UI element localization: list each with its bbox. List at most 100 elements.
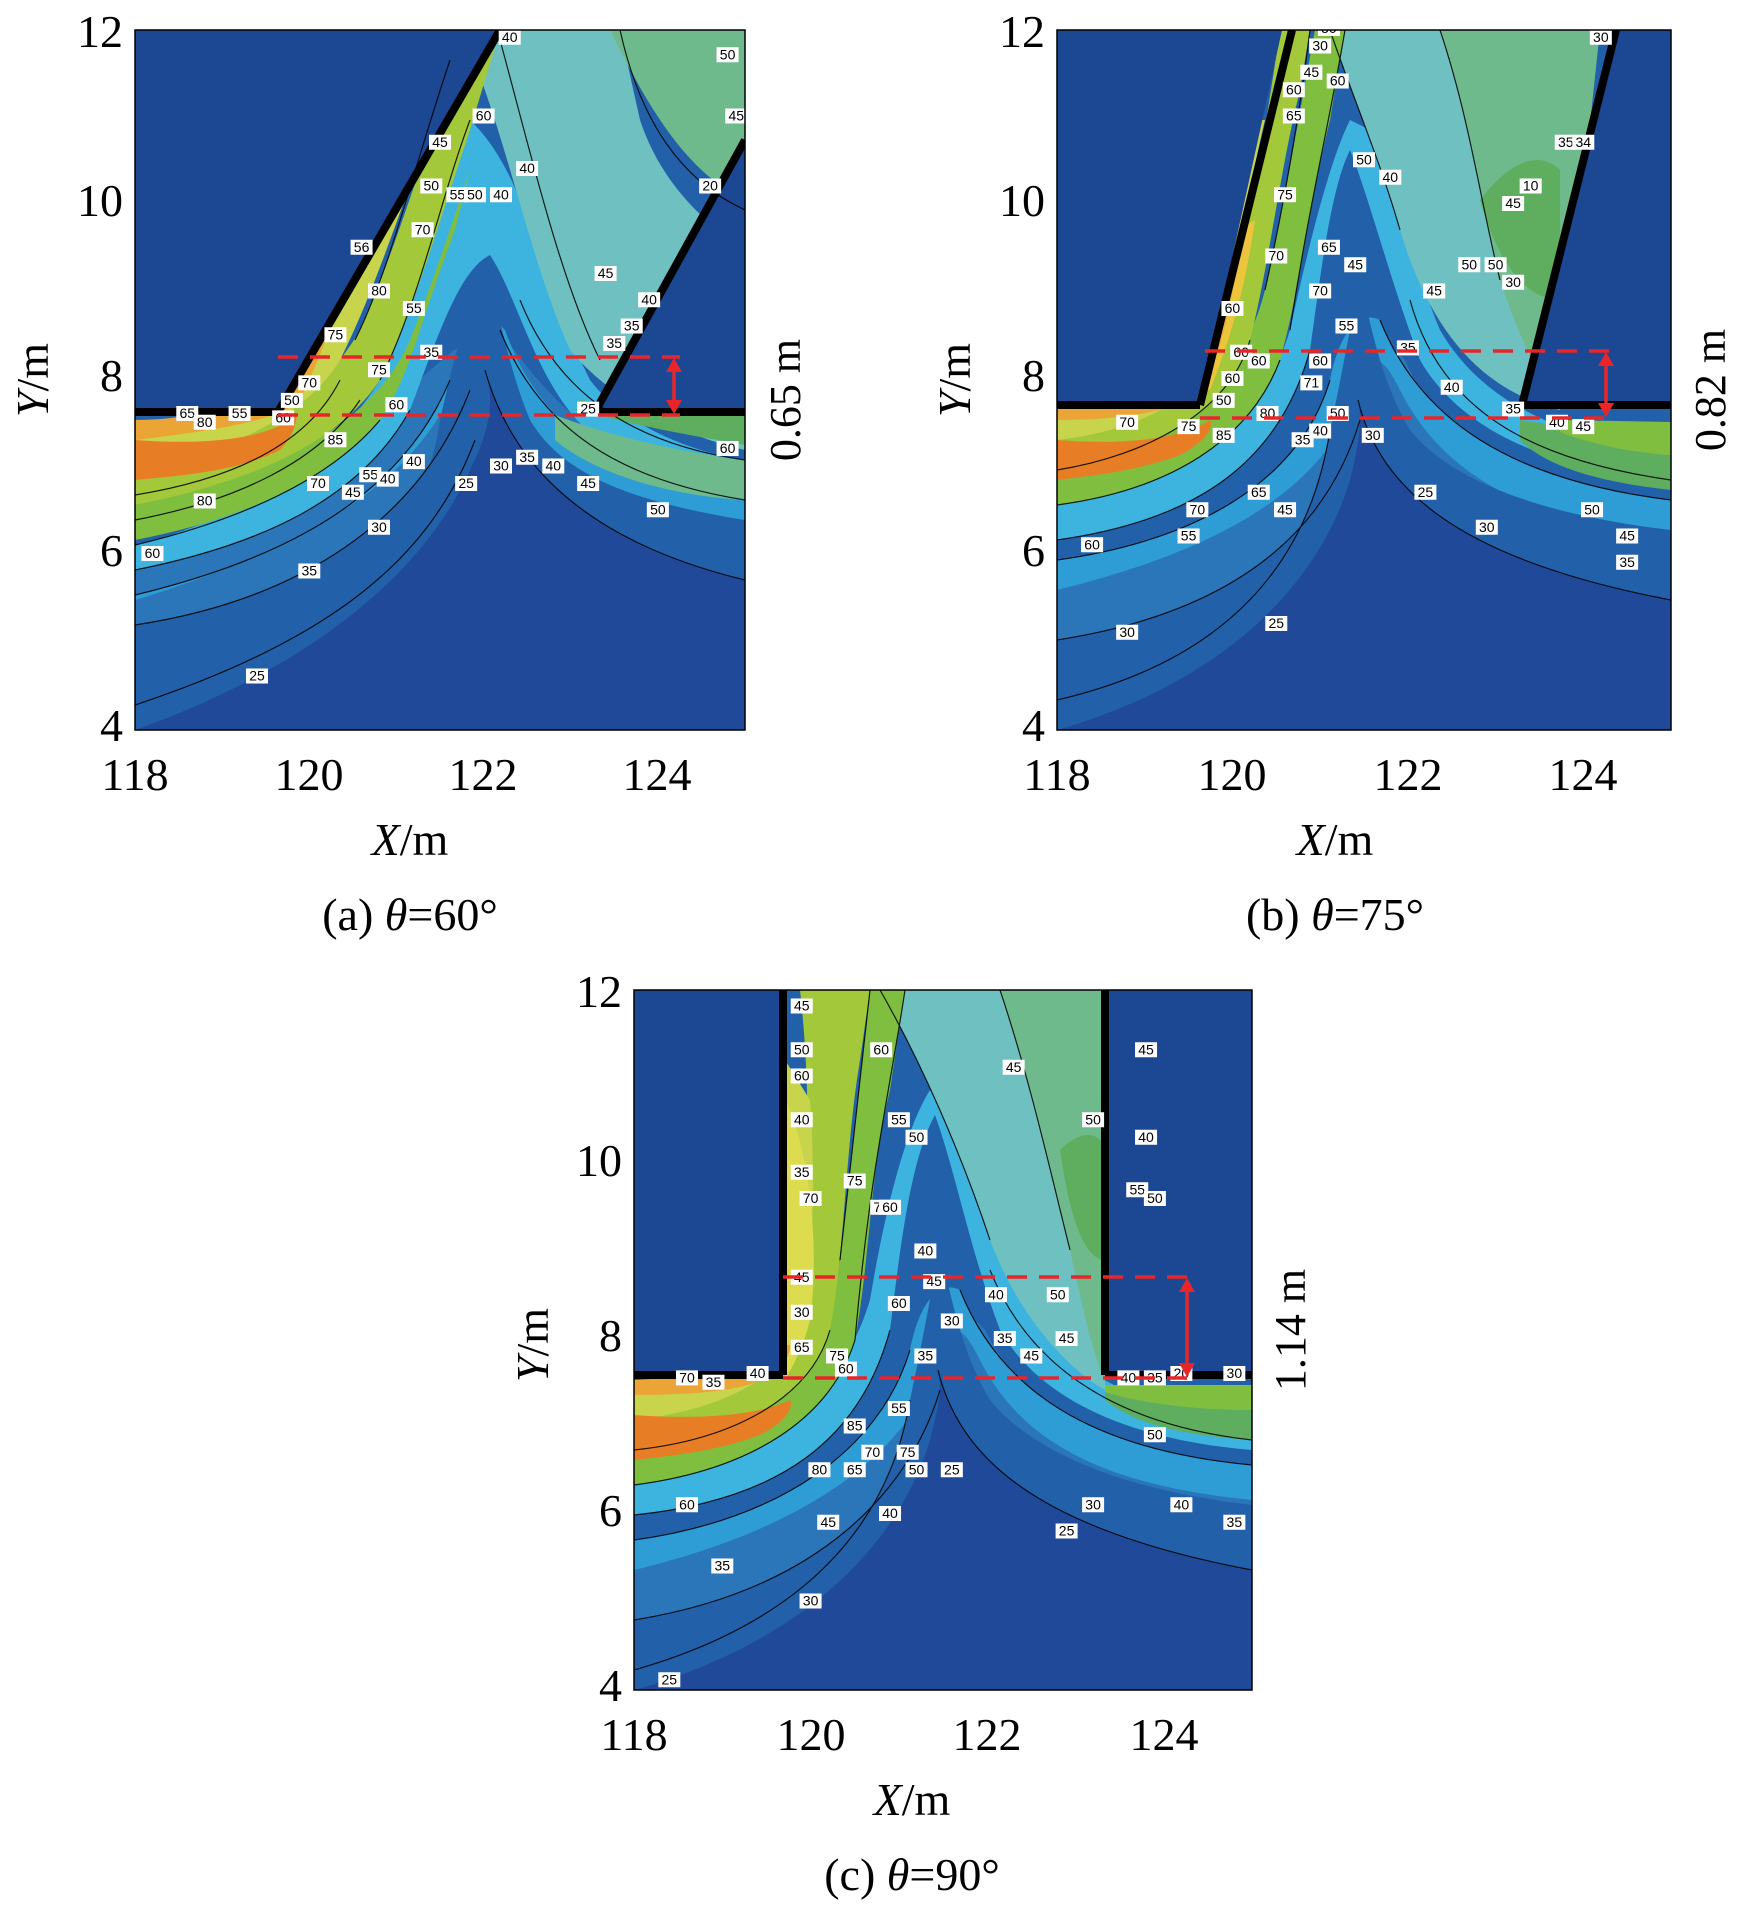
panel-c-contour-label: 60 bbox=[834, 1361, 857, 1377]
contour-label-background bbox=[1317, 30, 1340, 36]
contour-label-background bbox=[429, 134, 451, 150]
contour-label-text: 55 bbox=[362, 466, 378, 482]
contour-label-text: 35 bbox=[918, 1348, 934, 1364]
panel-b-ytick: 12 bbox=[999, 6, 1045, 57]
contour-label-text: 70 bbox=[803, 1190, 819, 1206]
panel-c-contour-label: 25 bbox=[1055, 1523, 1078, 1539]
contour-label-background bbox=[790, 998, 813, 1014]
panel-b-contour-label: 50 bbox=[1353, 151, 1375, 168]
panel-b-contour-label: 45 bbox=[1344, 256, 1367, 273]
contour-label-background bbox=[1572, 419, 1595, 435]
contour-label-text: 50 bbox=[909, 1129, 925, 1145]
panel-a-arrow-head-down bbox=[666, 400, 682, 414]
contour-label-background bbox=[716, 441, 739, 456]
panel-c-contour-label: 55 bbox=[887, 1111, 910, 1128]
panel-b-contour-label: 25 bbox=[1265, 615, 1288, 631]
panel-b-band-50b bbox=[1480, 160, 1560, 300]
panel-b-caption: (b) θ=75° bbox=[1246, 889, 1424, 940]
contour-label-background bbox=[1116, 624, 1139, 640]
contour-label-text: 45 bbox=[580, 475, 596, 491]
contour-label-background bbox=[799, 1593, 822, 1609]
panel-a-left-solid bbox=[135, 30, 500, 412]
contour-label-background bbox=[402, 301, 425, 316]
panel-b-contour-label: 35 bbox=[1396, 339, 1419, 356]
panel-b-contour-label: 55 bbox=[1177, 528, 1200, 544]
panel-c-xtick: 120 bbox=[777, 1709, 846, 1760]
contour-label-text: 50 bbox=[423, 178, 439, 194]
contour-label-text: 35 bbox=[606, 335, 622, 351]
contour-label-text: 50 bbox=[650, 501, 666, 517]
panel-a-contour-label: 25 bbox=[455, 475, 478, 491]
panel-b-wall-right-inclined bbox=[1518, 30, 1620, 406]
contour-label-background bbox=[1589, 30, 1612, 45]
panel-c-contour-label: 50 bbox=[1082, 1111, 1105, 1128]
panel-a-contour-label: 50 bbox=[716, 46, 739, 63]
panel-b-xtick: 124 bbox=[1549, 749, 1618, 800]
contour-label-background bbox=[1143, 1427, 1166, 1443]
contour-label-background bbox=[725, 108, 745, 124]
panel-c-contour-label: 60 bbox=[879, 1199, 902, 1215]
contour-label-text: 35 bbox=[1295, 431, 1311, 447]
panel-c-contour-label: 70 bbox=[675, 1369, 698, 1386]
contour-label-text: 35 bbox=[1227, 1514, 1243, 1530]
panel-b-yticks: 4 6 8 10 12 bbox=[999, 6, 1045, 751]
contour-label-background bbox=[843, 1462, 866, 1478]
contour-label-background bbox=[790, 1112, 813, 1128]
panel-b-left-solid bbox=[1057, 30, 1282, 405]
panel-a-band-50 bbox=[610, 30, 745, 200]
panel-a-ytick: 8 bbox=[100, 350, 123, 401]
panel-c-contour-label: 45 bbox=[1055, 1330, 1078, 1346]
contour-label-background bbox=[516, 161, 539, 176]
panel-a-band-60 bbox=[135, 170, 470, 540]
contour-label-text: 80 bbox=[812, 1461, 828, 1477]
panel-c-plot: 7035404550604035704530656055507570604060… bbox=[634, 990, 1252, 1690]
panel-c-contour-label: 60 bbox=[675, 1496, 698, 1513]
contour-label-background bbox=[984, 1287, 1007, 1303]
contour-label-background bbox=[675, 1497, 698, 1513]
panel-b-contour-label: 30 bbox=[1116, 624, 1139, 640]
panel-b-contour-label: 60 bbox=[1221, 370, 1244, 386]
contour-label-text: 60 bbox=[1084, 536, 1100, 552]
contour-label-text: 45 bbox=[1138, 1041, 1154, 1057]
contour-label-background bbox=[1116, 414, 1139, 430]
panel-c-contour-label: 35 bbox=[711, 1558, 734, 1574]
contour-label-background bbox=[1616, 554, 1639, 570]
panel-b-contour-label: 55 bbox=[1335, 318, 1358, 334]
contour-label-text: 30 bbox=[1312, 38, 1328, 54]
contour-label-text: 40 bbox=[918, 1243, 934, 1259]
contour-label-text: 50 bbox=[720, 46, 736, 62]
contour-label-background bbox=[1309, 423, 1332, 439]
panel-c-left-solid bbox=[634, 990, 780, 1375]
contour-label-background bbox=[914, 1348, 937, 1364]
contour-label-text: 70 bbox=[1312, 283, 1328, 299]
contour-label-background bbox=[1221, 301, 1244, 316]
panel-a-contour-label: 35 bbox=[298, 563, 321, 579]
contour-label-text: 60 bbox=[1251, 353, 1267, 369]
panel-c-band-35 bbox=[634, 1287, 1252, 1570]
panel-b: 70 75508560606060807075656045603050717065… bbox=[929, 6, 1735, 940]
panel-b-contour-label: 70 bbox=[1309, 283, 1332, 299]
contour-label-text: 30 bbox=[944, 1313, 960, 1329]
panel-a-contour-label: 80 bbox=[193, 493, 216, 509]
panel-a-contour-label: 40 bbox=[542, 458, 565, 474]
panel-b-contour-label: 70 bbox=[1116, 414, 1139, 430]
contour-label-background bbox=[896, 1444, 919, 1460]
contour-label-text: 60 bbox=[1312, 353, 1328, 369]
contour-label-text: 65 bbox=[794, 1339, 810, 1355]
contour-label-text: 75 bbox=[328, 326, 344, 342]
contour-label-background bbox=[1282, 82, 1305, 98]
panel-a-contour-label: 55 bbox=[402, 300, 425, 316]
panel-a-ylabel: Y/m bbox=[7, 343, 58, 417]
contour-label-text: 80 bbox=[371, 283, 387, 299]
contour-label-background bbox=[1353, 152, 1375, 168]
contour-label-text: 50 bbox=[1461, 256, 1477, 272]
panel-c-band-30 bbox=[634, 1313, 1252, 1620]
panel-b-contour-label: 60 bbox=[1282, 81, 1305, 98]
contour-label-background bbox=[1265, 248, 1288, 264]
panel-b-contour-label: 30 bbox=[1502, 274, 1525, 290]
contour-label-text: 25 bbox=[1418, 484, 1434, 500]
panel-a-contour-label: 40 bbox=[638, 291, 661, 308]
contour-label-background bbox=[993, 1331, 1016, 1346]
contour-label-text: 45 bbox=[1277, 501, 1293, 517]
